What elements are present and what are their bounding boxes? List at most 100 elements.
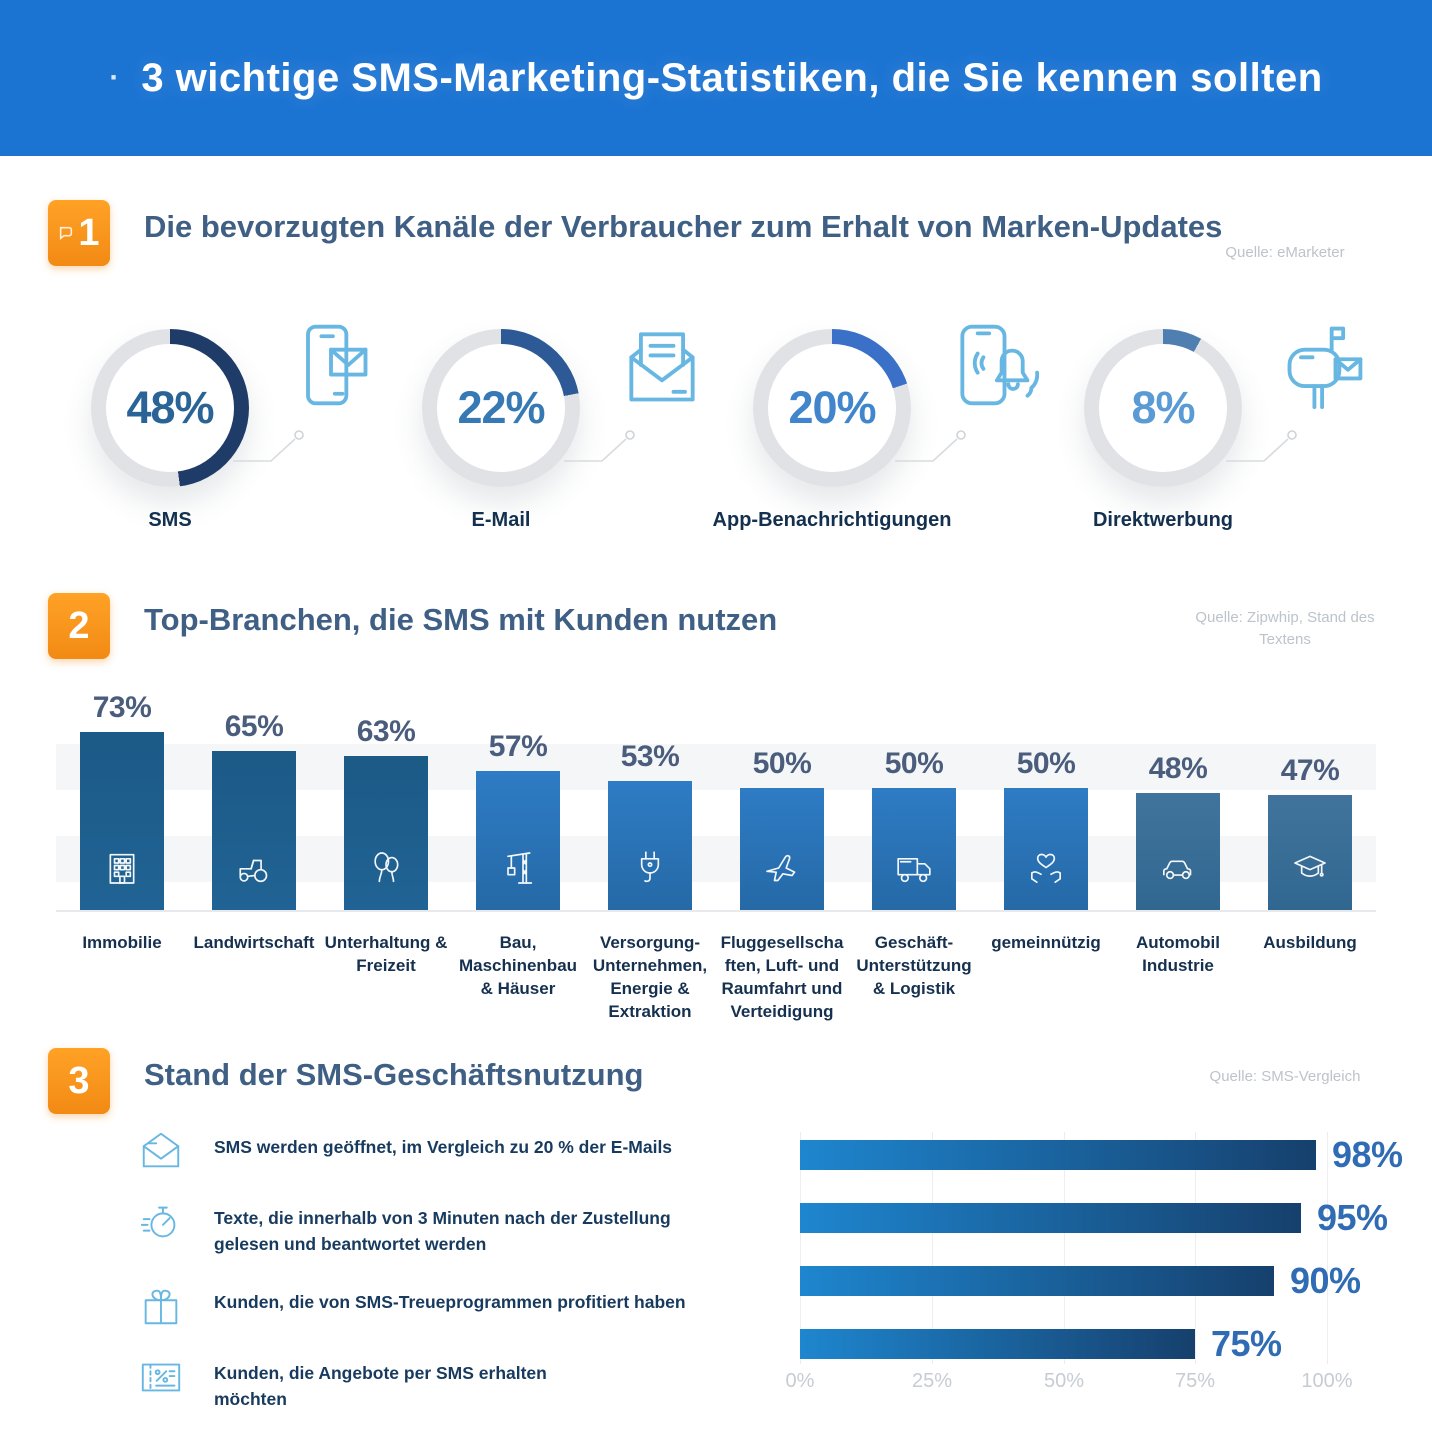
balloons-icon: [366, 848, 406, 888]
hbar-value: 98%: [1332, 1134, 1403, 1175]
channel-email: 22% E-Mail: [372, 315, 703, 575]
bar-column-versorgung: 53%: [584, 740, 716, 910]
car-icon: [1158, 848, 1198, 888]
graduation-cap-icon: [1290, 848, 1330, 888]
donut-direct-mail-value: 8%: [1131, 382, 1195, 433]
channel-app-notifications: 20% App-Benachrichtigungen: [703, 315, 1040, 575]
hbar-offers: [800, 1329, 1195, 1359]
bar-fluggesellschaften: [740, 788, 824, 910]
industry-label: Ausbildung: [1263, 933, 1357, 952]
bar-value: 65%: [224, 710, 284, 743]
bar-value: 73%: [92, 691, 152, 724]
bar-column-immobilie: 73%: [56, 691, 188, 910]
donut-sms: 48%: [91, 329, 249, 487]
section-1-badge: 1: [48, 200, 110, 266]
industry-label: Bau, Maschinenbau & Häuser: [458, 933, 578, 998]
truck-icon: [894, 848, 934, 888]
x-tick: 0%: [785, 1370, 815, 1392]
bar-gemeinnuetzig: [1004, 788, 1088, 910]
industry-label: Versorgung-Unternehmen, Energie & Extrak…: [592, 933, 708, 1021]
title-banner: · 3 wichtige SMS-Marketing-Statistiken, …: [0, 0, 1432, 156]
industry-label-row: Immobilie Landwirtschaft Unterhaltung & …: [56, 932, 1376, 1024]
channel-donut-row: 48% SMS 22% E-Mail 20% App-Benachrichtig…: [41, 315, 1365, 575]
bar-value: 50%: [752, 747, 812, 780]
channel-label: App-Benachrichtigungen: [712, 509, 952, 531]
bar-value: 50%: [884, 747, 944, 780]
usage-bar-chart: 98% 95% 90% 75% 0% 25% 50% 75% 100%: [786, 1132, 1420, 1395]
bar-value: 53%: [620, 740, 680, 773]
usage-text: Kunden, die Angebote per SMS erhalten mö…: [214, 1362, 547, 1409]
bar-bau: [476, 771, 560, 910]
industry-label: Fluggesellschaften, Luft- und Raumfahrt …: [720, 933, 844, 1021]
section-3-source: Quelle: SMS-Vergleich: [1209, 1068, 1361, 1085]
donut-email-value: 22%: [457, 382, 545, 433]
bar-value: 48%: [1148, 752, 1208, 785]
bar-value: 63%: [356, 715, 416, 748]
usage-text: SMS werden geöffnet, im Vergleich zu 20 …: [214, 1137, 673, 1157]
donut-email: 22%: [422, 329, 580, 487]
bar-value: 47%: [1280, 754, 1340, 787]
section-3-header: 3 Stand der SMS-Geschäftsnutzung Quelle:…: [48, 1048, 1388, 1114]
gridline: [932, 1132, 933, 1364]
connector-line: [233, 430, 304, 462]
gridline: [1327, 1132, 1328, 1364]
hbar-value: 75%: [1211, 1323, 1282, 1364]
crane-icon: [498, 848, 538, 888]
connector-line: [564, 430, 635, 462]
bar-value: 50%: [1016, 747, 1076, 780]
channel-sms: 48% SMS: [41, 315, 372, 575]
industries-bar-chart: 73% 65% 63% 57% 53% 50% 50%: [56, 691, 1376, 912]
section-2-title: Top-Branchen, die SMS mit Kunden nutzen: [144, 602, 778, 637]
bar-column-gemeinnuetzig: 50%: [980, 747, 1112, 910]
bar-column-ausbildung: 47%: [1244, 754, 1376, 910]
bar-versorgung: [608, 781, 692, 910]
x-tick: 75%: [1174, 1370, 1216, 1392]
x-tick: 100%: [1301, 1370, 1353, 1392]
section-2-badge: 2: [48, 593, 110, 659]
list-item: Texte, die innerhalb von 3 Minuten nach …: [138, 1199, 758, 1258]
industry-label: Geschäft-Unterstützung & Logistik: [856, 933, 972, 998]
gridline: [1064, 1132, 1065, 1364]
chat-bubble-icon: [60, 226, 73, 240]
usage-list: SMS werden geöffnet, im Vergleich zu 20 …: [138, 1128, 758, 1437]
mailbox-icon: [1278, 319, 1370, 411]
plug-icon: [630, 848, 670, 888]
connector-line: [1226, 430, 1297, 462]
title-bullet: ·: [109, 61, 120, 94]
hbar-value: 90%: [1290, 1260, 1361, 1301]
section-1-source: Quelle: eMarketer: [1225, 244, 1345, 261]
bar-unterhaltung: [344, 756, 428, 910]
section-3-number: 3: [68, 1059, 90, 1102]
open-envelope-icon: [616, 319, 708, 411]
x-tick: 50%: [1043, 1370, 1085, 1392]
bar-value: 57%: [488, 730, 548, 763]
bar-column-landwirtschaft: 65%: [188, 710, 320, 910]
tractor-icon: [234, 848, 274, 888]
donut-app-value: 20%: [788, 382, 876, 433]
bar-immobilie: [80, 732, 164, 910]
list-item: Kunden, die Angebote per SMS erhalten mö…: [138, 1354, 758, 1413]
bar-logistik: [872, 788, 956, 910]
airplane-icon: [762, 848, 802, 888]
industry-label: Unterhaltung & Freizeit: [324, 933, 448, 975]
channel-direct-mail: 8% Direktwerbung: [1034, 315, 1365, 575]
usage-text: Kunden, die von SMS-Treueprogrammen prof…: [214, 1291, 686, 1312]
channel-label: E-Mail: [471, 509, 531, 531]
bar-ausbildung: [1268, 795, 1352, 910]
bar-landwirtschaft: [212, 751, 296, 910]
connector-line: [895, 430, 966, 462]
section-1-header: 1 Die bevorzugten Kanäle der Verbraucher…: [48, 200, 1388, 266]
coupon-icon: [138, 1354, 184, 1400]
section-2-header: 2 Top-Branchen, die SMS mit Kunden nutze…: [48, 593, 1388, 659]
donut-app: 20%: [753, 329, 911, 487]
list-item: Kunden, die von SMS-Treueprogrammen prof…: [138, 1283, 758, 1329]
industry-label: Immobilie: [82, 933, 162, 952]
channel-label: SMS: [148, 509, 192, 531]
gift-icon: [138, 1283, 184, 1329]
section-3-title: Stand der SMS-Geschäftsnutzung: [144, 1057, 644, 1092]
hbar-value: 95%: [1317, 1197, 1388, 1238]
hbar-open-rate: [800, 1140, 1316, 1170]
bar-automobil: [1136, 793, 1220, 910]
bar-column-logistik: 50%: [848, 747, 980, 910]
industry-label: Landwirtschaft: [193, 933, 315, 952]
